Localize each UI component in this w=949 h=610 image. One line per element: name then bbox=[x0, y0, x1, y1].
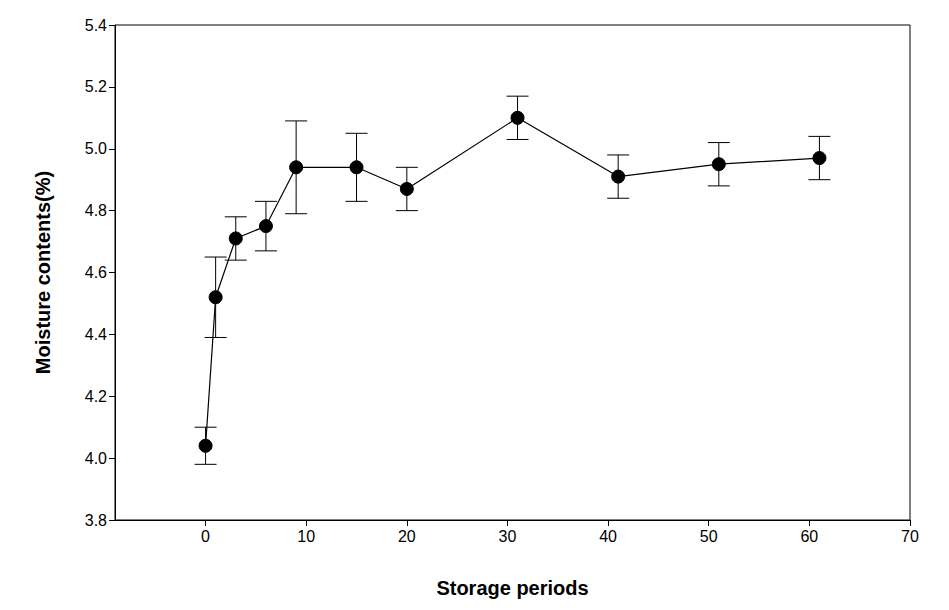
svg-text:5.2: 5.2 bbox=[85, 78, 107, 95]
svg-text:4.8: 4.8 bbox=[85, 202, 107, 219]
svg-text:60: 60 bbox=[800, 528, 818, 545]
svg-text:4.2: 4.2 bbox=[85, 388, 107, 405]
svg-text:3.8: 3.8 bbox=[85, 512, 107, 529]
svg-text:10: 10 bbox=[297, 528, 315, 545]
svg-text:Storage periods: Storage periods bbox=[436, 577, 588, 599]
svg-text:30: 30 bbox=[499, 528, 517, 545]
svg-text:20: 20 bbox=[398, 528, 416, 545]
svg-text:5.4: 5.4 bbox=[85, 17, 107, 34]
svg-text:50: 50 bbox=[700, 528, 718, 545]
svg-text:70: 70 bbox=[901, 528, 919, 545]
svg-text:40: 40 bbox=[599, 528, 617, 545]
svg-text:4.0: 4.0 bbox=[85, 450, 107, 467]
svg-text:0: 0 bbox=[201, 528, 210, 545]
svg-text:Moisture contents(%): Moisture contents(%) bbox=[32, 171, 54, 374]
svg-text:4.6: 4.6 bbox=[85, 264, 107, 281]
svg-text:5.0: 5.0 bbox=[85, 140, 107, 157]
svg-text:4.4: 4.4 bbox=[85, 326, 107, 343]
